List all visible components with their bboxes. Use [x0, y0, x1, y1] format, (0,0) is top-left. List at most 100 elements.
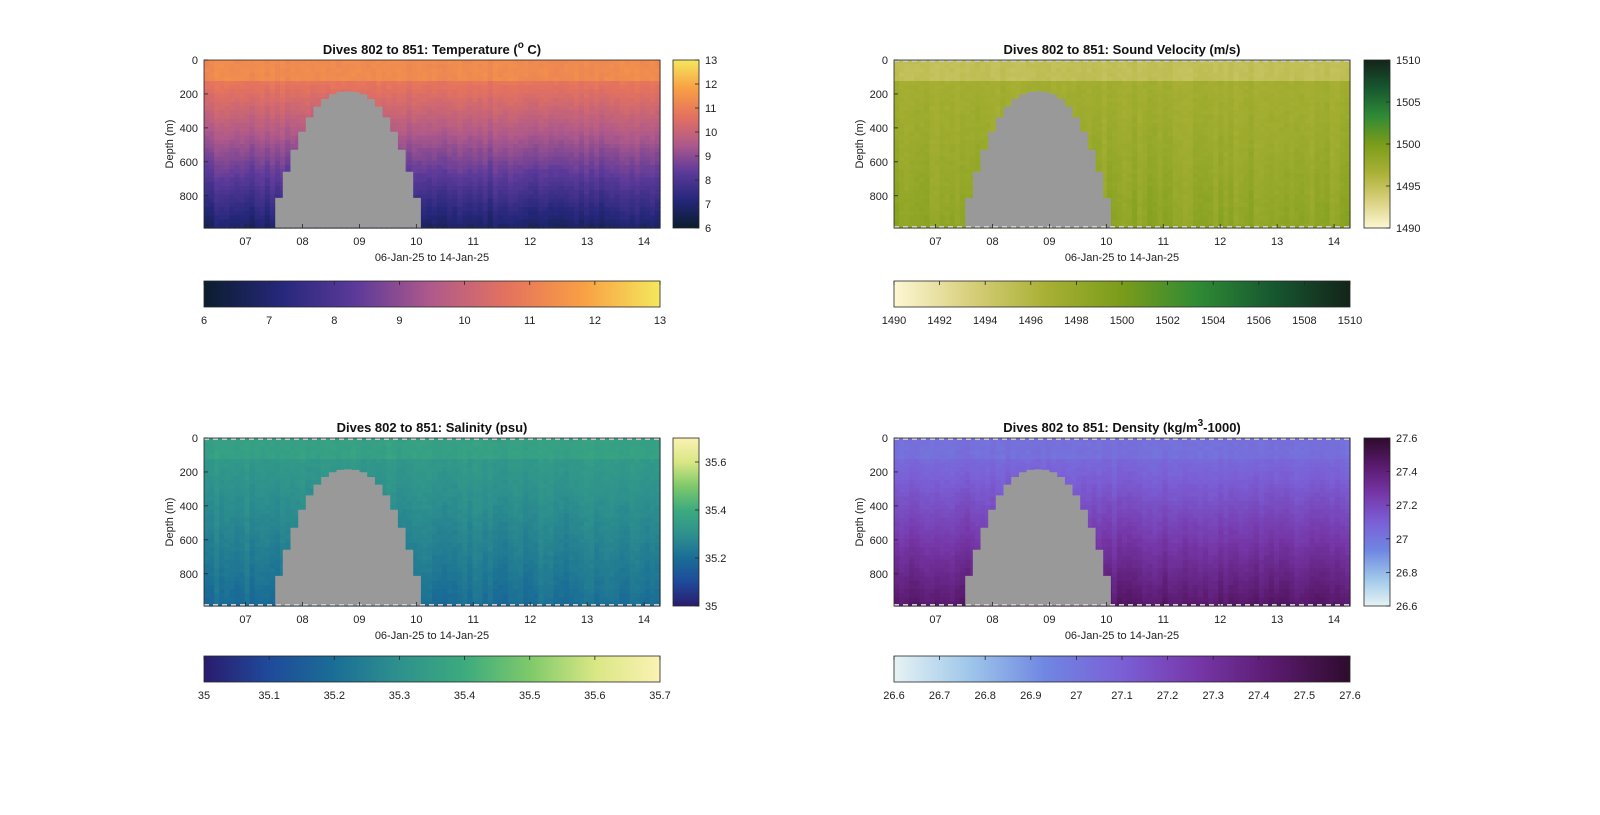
heatmap-cell [401, 68, 408, 74]
heatmap-cell [975, 114, 981, 120]
heatmap-cell [599, 177, 605, 183]
heatmap-cell [568, 135, 575, 141]
heatmap-cell [442, 152, 448, 158]
heatmap-cell [543, 194, 550, 200]
heatmap-cell [528, 106, 534, 111]
heatmap-cell [563, 190, 570, 195]
heatmap-cell [432, 215, 438, 221]
heatmap-cell [949, 110, 956, 116]
heatmap-cell [558, 219, 565, 225]
heatmap-cell [614, 89, 621, 95]
heatmap-cell [894, 60, 900, 65]
heatmap-cell [934, 169, 941, 174]
heatmap-cell [457, 211, 463, 216]
heatmap-cell [533, 160, 539, 166]
heatmap-cell [568, 139, 575, 145]
heatmap-cell [523, 106, 529, 111]
heatmap-cell [995, 114, 1001, 120]
heatmap-cell [584, 93, 590, 99]
heatmap-cell [589, 110, 595, 116]
heatmap-cell [558, 198, 565, 204]
heatmap-cell [944, 60, 951, 65]
heatmap-cell [366, 81, 372, 86]
heatmap-cell [573, 160, 580, 166]
heatmap-cell [234, 64, 241, 69]
heatmap-cell [356, 81, 362, 86]
heatmap-cell [553, 152, 560, 158]
heatmap-cell [573, 81, 580, 86]
heatmap-cell [553, 215, 560, 221]
heatmap-cell [502, 165, 509, 170]
heatmap-cell [447, 190, 453, 195]
heatmap-cell [508, 186, 514, 191]
heatmap-cell [654, 181, 661, 187]
heatmap-cell [654, 131, 661, 137]
heatmap-cell [624, 72, 631, 78]
heatmap-cell [904, 211, 910, 216]
heatmap-cell [487, 85, 494, 90]
heatmap-cell [1000, 81, 1007, 86]
heatmap-cell [584, 64, 590, 69]
heatmap-cell [371, 72, 377, 78]
heatmap-cell [980, 97, 986, 103]
heatmap-cell [980, 76, 986, 82]
heatmap-cell [1015, 64, 1022, 69]
heatmap-cell [929, 198, 936, 204]
heatmap-cell [472, 110, 479, 116]
heatmap-cell [204, 169, 210, 174]
heatmap-cell [624, 85, 631, 90]
heatmap-cell [406, 165, 413, 170]
heatmap-cell [234, 81, 241, 86]
heatmap-cell [513, 135, 519, 141]
colorbar-right-tick-label: 13 [705, 55, 717, 67]
heatmap-cell [1010, 68, 1017, 74]
heatmap-cell [919, 72, 925, 78]
heatmap-cell [234, 148, 241, 153]
heatmap-cell [437, 190, 443, 195]
heatmap-cell [437, 215, 443, 221]
heatmap-cell [406, 114, 413, 120]
heatmap-cell [300, 89, 306, 95]
heatmap-cell [244, 135, 251, 141]
heatmap-cell [523, 198, 529, 204]
heatmap-cell [563, 177, 570, 183]
heatmap-cell [234, 76, 241, 82]
heatmap-cell [239, 223, 246, 229]
heatmap-cell [934, 215, 941, 221]
heatmap-cell [396, 123, 403, 128]
heatmap-cell [487, 198, 494, 204]
heatmap-cell [949, 131, 956, 137]
heatmap-cell [406, 102, 413, 107]
heatmap-cell [1030, 68, 1037, 74]
heatmap-cell [919, 198, 925, 204]
heatmap-cell [578, 139, 585, 145]
heatmap-cell [528, 219, 534, 225]
heatmap-cell [508, 198, 514, 204]
heatmap-cell [589, 190, 595, 195]
heatmap-cell [396, 60, 403, 65]
heatmap-cell [649, 207, 656, 212]
heatmap-cell [985, 110, 991, 116]
heatmap-cell [634, 202, 641, 208]
heatmap-cell [654, 135, 661, 141]
heatmap-cell [421, 89, 428, 95]
heatmap-cell [639, 207, 646, 212]
heatmap-cell [406, 144, 413, 149]
heatmap-cell [634, 211, 641, 216]
heatmap-cell [259, 198, 266, 204]
heatmap-cell [563, 207, 570, 212]
heatmap-cell [899, 169, 905, 174]
heatmap-cell [990, 76, 996, 82]
heatmap-cell [437, 68, 443, 74]
heatmap-cell [411, 106, 418, 111]
heatmap-cell [934, 76, 941, 82]
heatmap-cell [386, 76, 393, 82]
heatmap-cell [259, 114, 266, 120]
heatmap-cell [285, 64, 291, 69]
heatmap-cell [290, 64, 296, 69]
heatmap-cell [482, 85, 489, 90]
heatmap-cell [1000, 93, 1007, 99]
heatmap-cell [629, 194, 636, 200]
heatmap-cell [568, 169, 575, 174]
heatmap-cell [254, 219, 261, 225]
